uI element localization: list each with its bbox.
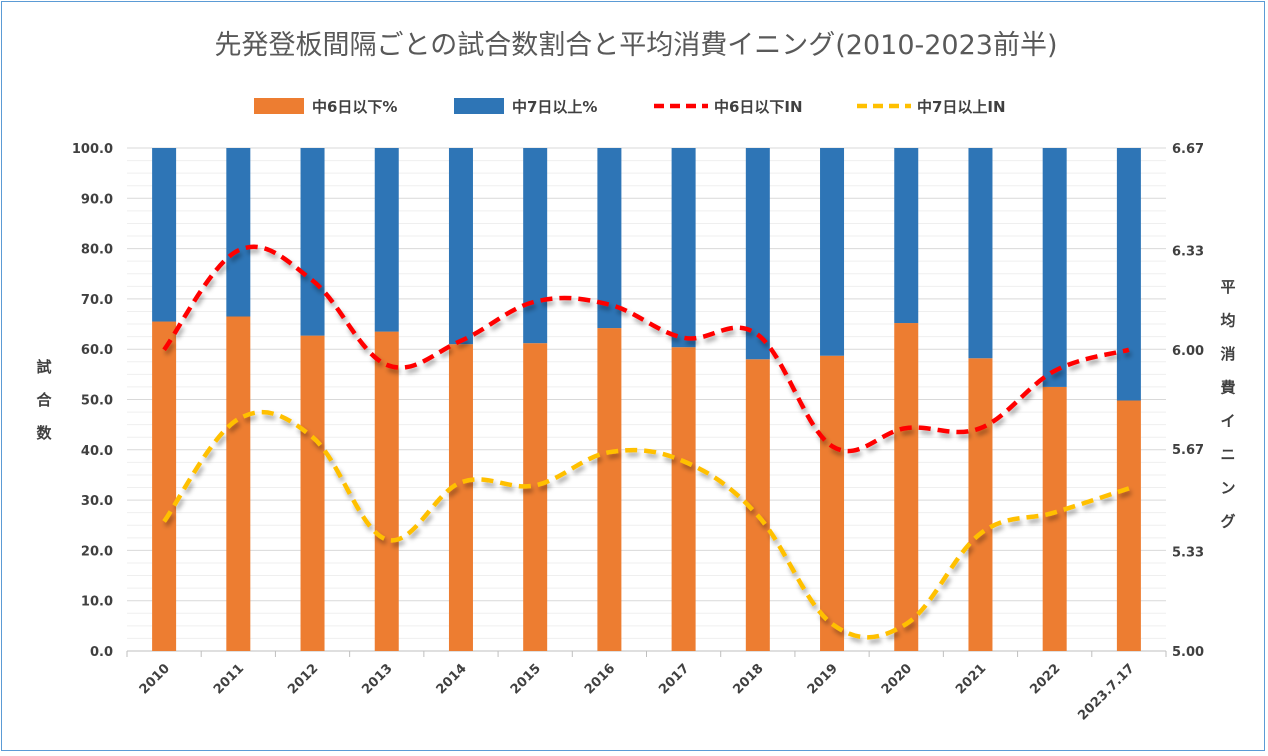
gridlines <box>126 147 1167 657</box>
x-tick-label: 2013 <box>359 661 395 697</box>
y-tick-label: 90.0 <box>81 192 113 207</box>
y-tick-label: 40.0 <box>81 444 113 459</box>
x-tick-label: 2012 <box>285 661 321 697</box>
y2-axis-title-char: イ <box>1220 412 1235 430</box>
legend-label-series-3: 中7日以上IN <box>917 98 1006 116</box>
legend-item-series-2: 中6日以下IN <box>654 98 803 116</box>
chart-title: 先発登板間隔ごとの試合数割合と平均消費イニング(2010-2023前半) <box>215 30 1058 61</box>
bar-series-0 <box>894 323 919 651</box>
bar-series-1 <box>671 148 696 348</box>
y2-axis-title-char: グ <box>1220 512 1235 530</box>
bar-series-0 <box>1116 400 1141 651</box>
bar-series-0 <box>671 347 696 651</box>
y2-tick-label: 6.67 <box>1172 142 1204 157</box>
y-axis-left: 0.0 10.0 20.0 30.0 40.0 50.0 60.0 70.0 80.0 90.0 1… <box>72 142 113 660</box>
x-tick-label: 2023.7.17 <box>1075 661 1137 723</box>
x-tick-label: 2021 <box>953 661 989 697</box>
y2-tick-label: 6.00 <box>1172 344 1204 359</box>
bar-series-1 <box>820 148 845 356</box>
lines <box>162 244 1130 640</box>
bar-series-0 <box>1042 386 1067 651</box>
y-axis-title-right: 平均消費イニング <box>1220 278 1235 531</box>
x-tick-label: 2017 <box>656 661 692 697</box>
y-tick-label: 0.0 <box>90 645 113 660</box>
y-axis-title-char: 数 <box>36 424 52 442</box>
y2-axis-title-char: 均 <box>1220 311 1235 329</box>
y-axis-right: 5.00 5.33 5.67 6.00 6.33 6.67 <box>1172 142 1204 660</box>
bar-series-0 <box>300 335 325 651</box>
bars <box>152 148 1141 651</box>
y2-axis-title-char: 費 <box>1220 378 1235 396</box>
y2-tick-label: 5.67 <box>1172 443 1204 458</box>
y2-axis-title-char: ニ <box>1220 445 1235 463</box>
y-tick-label: 60.0 <box>81 343 113 358</box>
y2-tick-label: 5.33 <box>1172 546 1204 561</box>
legend-swatch-series-1 <box>454 98 504 114</box>
legend: 中6日以下% 中7日以上% 中6日以下IN 中7日以上IN <box>254 98 1006 116</box>
y-axis-title-char: 合 <box>35 391 52 409</box>
y2-tick-label: 6.33 <box>1172 244 1204 259</box>
legend-swatch-series-0 <box>254 98 304 114</box>
y2-axis-title-char: ン <box>1220 479 1235 497</box>
legend-item-series-0: 中6日以下% <box>254 98 397 116</box>
bar-series-1 <box>1042 148 1067 387</box>
line-series-3 <box>162 409 1130 640</box>
bar-series-1 <box>226 148 251 317</box>
legend-label-series-0: 中6日以下% <box>312 98 397 116</box>
legend-label-series-2: 中6日以下IN <box>714 98 803 116</box>
x-tick-label: 2015 <box>508 661 544 697</box>
y-tick-label: 20.0 <box>81 544 113 559</box>
y-tick-label: 100.0 <box>72 142 113 157</box>
bar-series-0 <box>448 344 473 651</box>
y2-axis-title-char: 平 <box>1220 278 1235 296</box>
bar-series-1 <box>968 148 993 359</box>
x-tick-label: 2016 <box>582 661 618 697</box>
legend-item-series-3: 中7日以上IN <box>857 98 1006 116</box>
bar-series-1 <box>152 148 177 322</box>
bar-series-0 <box>152 321 177 651</box>
x-tick-label: 2019 <box>805 661 841 697</box>
y-tick-label: 50.0 <box>81 394 113 409</box>
bar-series-1 <box>894 148 919 324</box>
bar-series-0 <box>226 316 251 651</box>
bar-series-1 <box>597 148 622 329</box>
y-tick-label: 30.0 <box>81 494 113 509</box>
x-tick-label: 2018 <box>730 661 766 697</box>
y-tick-label: 70.0 <box>81 293 113 308</box>
y2-tick-label: 5.00 <box>1172 645 1204 660</box>
y-tick-label: 10.0 <box>81 595 113 610</box>
bar-series-1 <box>1116 148 1141 401</box>
y-tick-label: 80.0 <box>81 243 113 258</box>
x-axis: 2010 2011 2012 2013 2014 2015 2016 2017 2018 2019… <box>137 661 1138 723</box>
bar-series-0 <box>374 331 399 651</box>
y2-axis-title-char: 消 <box>1220 345 1235 363</box>
bar-series-1 <box>374 148 399 332</box>
bar-series-0 <box>597 328 622 651</box>
x-tick-label: 2011 <box>211 661 247 697</box>
bar-series-1 <box>300 148 325 336</box>
x-tick-label: 2014 <box>434 661 470 697</box>
bar-series-0 <box>820 355 845 651</box>
bar-series-1 <box>523 148 548 344</box>
bar-series-0 <box>968 358 993 651</box>
line-series-2 <box>162 244 1130 454</box>
x-tick-label: 2020 <box>879 661 915 697</box>
bar-series-1 <box>745 148 770 360</box>
x-tick-label: 2022 <box>1027 661 1063 697</box>
y-axis-title-left: 試合数 <box>35 358 52 442</box>
bar-series-1 <box>448 148 473 345</box>
legend-label-series-1: 中7日以上% <box>512 98 597 116</box>
x-tick-label: 2010 <box>137 661 173 697</box>
bar-series-0 <box>523 343 548 651</box>
legend-item-series-1: 中7日以上% <box>454 98 597 116</box>
y-axis-title-char: 試 <box>36 358 51 376</box>
